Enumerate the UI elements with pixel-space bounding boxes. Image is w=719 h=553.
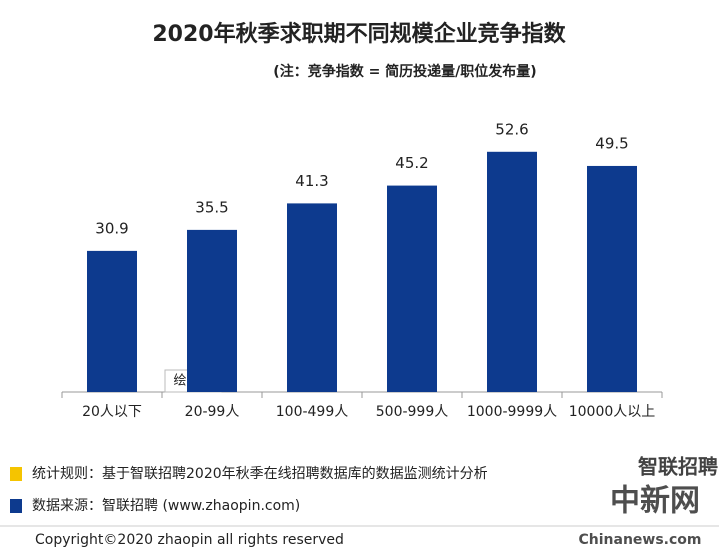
- watermark: 智联招聘: [638, 455, 718, 479]
- bar: [87, 250, 137, 392]
- x-tick-label: 20-99人: [185, 404, 240, 420]
- chart-title: 2020年秋季求职期不同规模企业竞争指数: [152, 21, 566, 47]
- value-label: 52.6: [495, 120, 528, 138]
- watermark: 中新网: [610, 484, 700, 519]
- value-label: 49.5: [595, 134, 628, 152]
- bar: [187, 229, 237, 392]
- watermark: Chinanews.com: [578, 532, 701, 548]
- copyright: Copyright©2020 zhaopin all rights reserv…: [35, 532, 344, 548]
- x-tick-label: 100-499人: [276, 404, 349, 420]
- legend-swatch: [10, 499, 22, 513]
- x-tick-label: 500-999人: [376, 404, 449, 420]
- bar: [487, 151, 537, 392]
- bar: [387, 185, 437, 392]
- bar: [287, 203, 337, 392]
- x-tick-label: 20人以下: [82, 404, 142, 420]
- value-label: 45.2: [395, 154, 428, 172]
- bar: [587, 165, 637, 392]
- x-tick-label: 1000-9999人: [467, 404, 557, 420]
- note: 数据来源：智联招聘 (www.zhaopin.com): [32, 498, 300, 514]
- legend-swatch: [10, 467, 22, 481]
- x-tick-label: 10000人以上: [569, 404, 656, 420]
- chart-subtitle: (注：竞争指数 = 简历投递量/职位发布量): [273, 63, 536, 80]
- note: 统计规则：基于智联招聘2020年秋季在线招聘数据库的数据监测统计分析: [32, 465, 488, 482]
- value-label: 41.3: [295, 172, 328, 190]
- value-label: 35.5: [195, 198, 228, 216]
- value-label: 30.9: [95, 219, 128, 237]
